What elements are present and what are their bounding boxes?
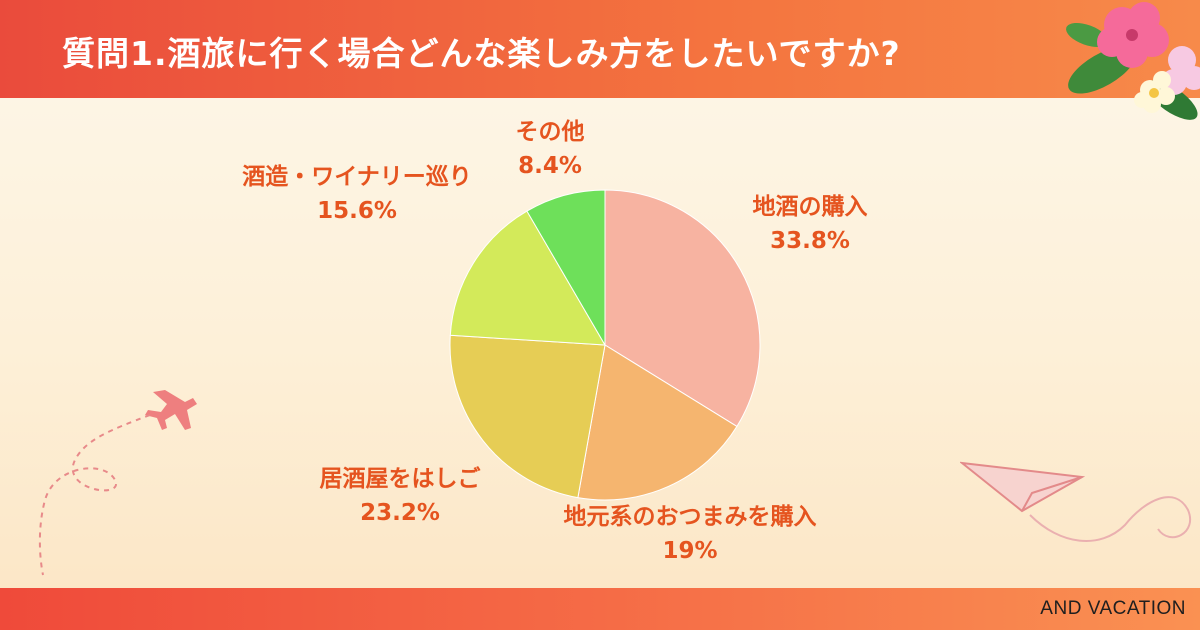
paper-plane-icon — [960, 461, 1191, 542]
page-title: 質問1.酒旅に行く場合どんな楽しみ方をしたいですか? — [62, 34, 901, 73]
slice-value-label: 8.4% — [518, 153, 582, 179]
slice-label-text: 地酒の購入 — [752, 194, 868, 220]
pie-slice-4 — [526, 189, 606, 347]
slice-label-local-sake: 地酒の購入 33.8% — [735, 190, 885, 258]
pie-slice-2 — [449, 334, 606, 499]
pie-slice-1 — [577, 344, 738, 501]
slice-value-label: 33.8% — [770, 228, 850, 254]
title-banner: 質問1.酒旅に行く場合どんな楽しみ方をしたいですか? — [0, 0, 1200, 98]
slice-label-text: 酒造・ワイナリー巡り — [242, 164, 472, 190]
pie-slice-0 — [604, 189, 761, 428]
slice-label-other: その他 8.4% — [500, 115, 600, 183]
slice-label-text: その他 — [515, 119, 585, 145]
slice-label-brewery-tour: 酒造・ワイナリー巡り 15.6% — [212, 160, 502, 228]
slice-label-text: 居酒屋をはしご — [319, 466, 481, 492]
airplane-icon — [38, 390, 197, 576]
slice-value-label: 15.6% — [317, 198, 397, 224]
footer-banner: AND VACATION — [0, 588, 1200, 630]
brand-name: AND VACATION — [1040, 598, 1186, 619]
hibiscus-flowers — [1066, 2, 1200, 120]
slice-label-bar-hopping: 居酒屋をはしご 23.2% — [305, 462, 495, 530]
pie-slice-3 — [449, 210, 606, 346]
slice-value-label: 19% — [662, 538, 718, 564]
slice-label-local-snacks: 地元系のおつまみを購入 19% — [525, 500, 855, 568]
slice-value-label: 23.2% — [360, 500, 440, 526]
slice-label-text: 地元系のおつまみを購入 — [563, 504, 817, 530]
